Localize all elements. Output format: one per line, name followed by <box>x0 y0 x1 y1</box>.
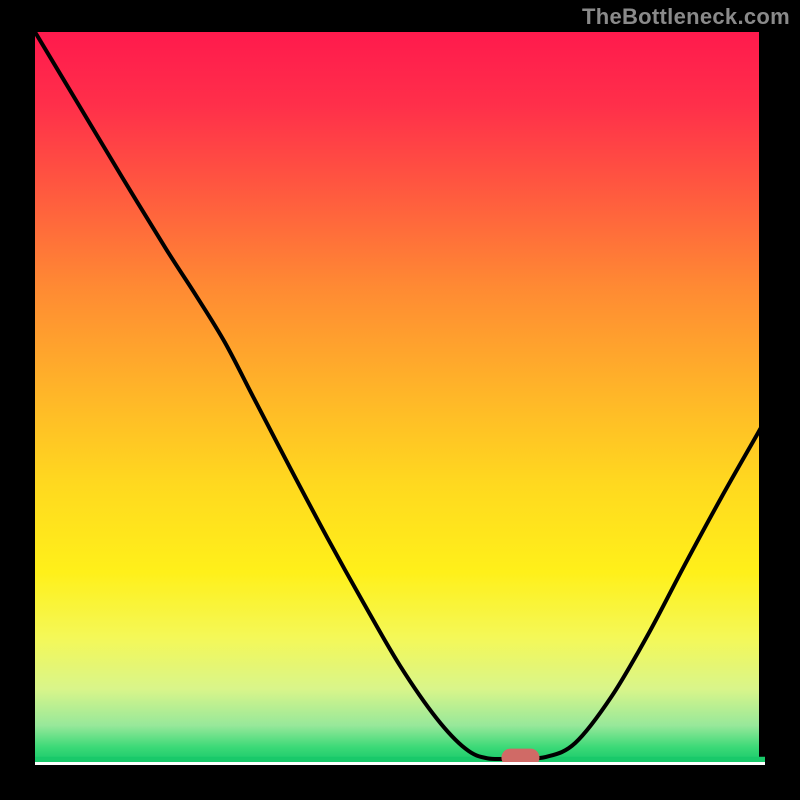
chart-container: TheBottleneck.com <box>0 0 800 800</box>
bottleneck-chart <box>0 0 800 800</box>
watermark-text: TheBottleneck.com <box>582 4 790 30</box>
